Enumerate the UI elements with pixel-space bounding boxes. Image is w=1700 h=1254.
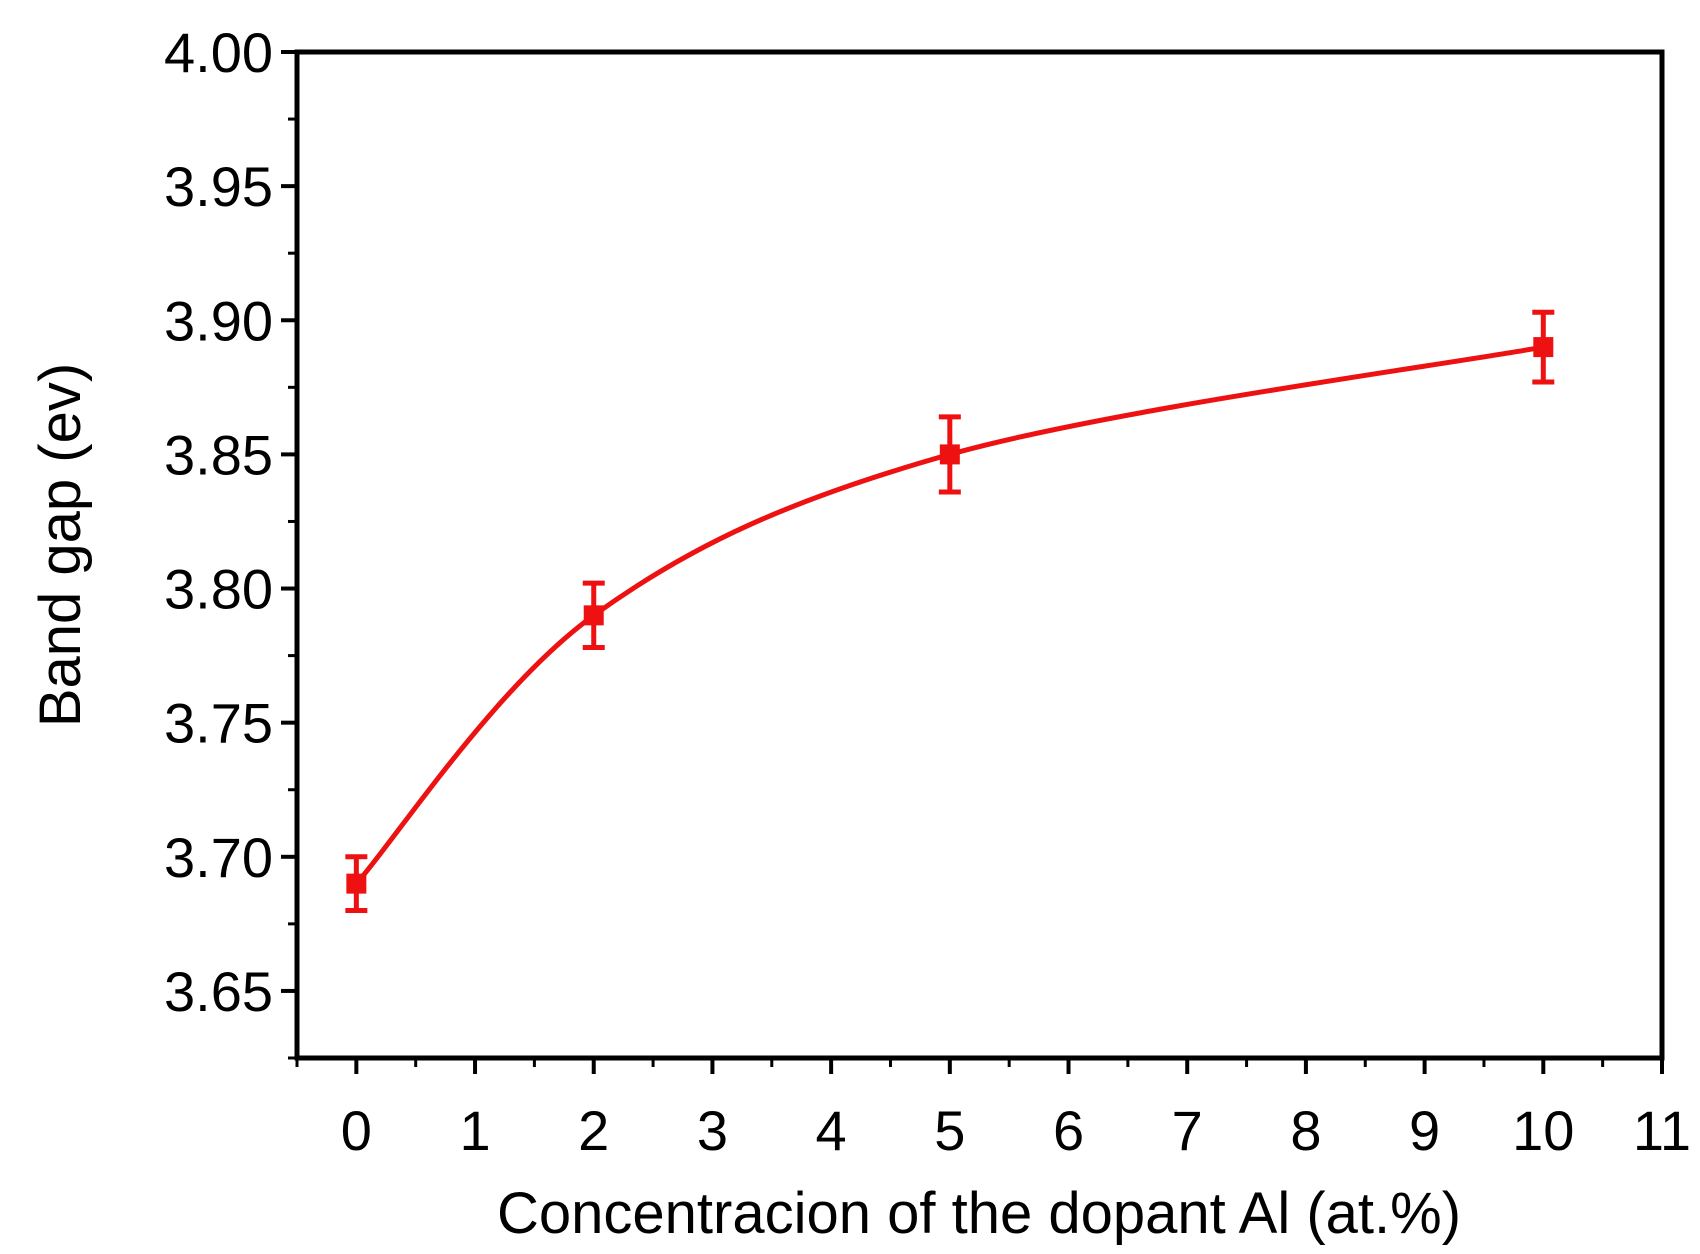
y-tick-label: 3.80	[164, 558, 273, 621]
error-bars	[345, 309, 1555, 913]
y-tick-label: 3.95	[164, 155, 273, 218]
y-tick-label: 3.90	[164, 289, 273, 352]
x-tick-label: 0	[341, 1099, 372, 1162]
x-tick-label: 6	[1053, 1099, 1084, 1162]
x-tick-labels: 0 1 2 3 4 5 6 7 8 9 10 11	[341, 1099, 1691, 1162]
data-markers	[346, 337, 1554, 894]
x-tick-label: 8	[1290, 1099, 1321, 1162]
x-tick-label: 1	[459, 1099, 490, 1162]
major-ticks	[281, 50, 1664, 1074]
x-tick-label: 9	[1409, 1099, 1440, 1162]
data-point	[583, 605, 604, 626]
data-point	[1533, 337, 1554, 358]
data-point	[346, 873, 367, 894]
y-tick-labels: 3.65 3.70 3.75 3.80 3.85 3.90 3.95 4.00	[164, 21, 273, 1023]
plot-frame	[294, 49, 1665, 1061]
y-axis-title: Band gap (ev)	[28, 363, 93, 727]
x-tick-label: 7	[1172, 1099, 1203, 1162]
y-tick-label: 3.75	[164, 692, 273, 755]
y-tick-label: 3.85	[164, 423, 273, 486]
y-tick-label: 3.65	[164, 960, 273, 1023]
x-tick-label: 10	[1512, 1099, 1574, 1162]
x-tick-label: 3	[697, 1099, 728, 1162]
x-axis-title: Concentracion of the dopant Al (at.%)	[497, 1181, 1461, 1246]
x-tick-label: 2	[578, 1099, 609, 1162]
series-curve	[353, 344, 1546, 887]
minor-ticks	[288, 117, 1605, 1067]
x-tick-label: 11	[1633, 1099, 1691, 1162]
y-tick-label: 3.70	[164, 826, 273, 889]
data-point	[939, 444, 960, 465]
y-tick-label: 4.00	[164, 21, 273, 84]
x-tick-label: 5	[934, 1099, 965, 1162]
x-tick-label: 4	[816, 1099, 847, 1162]
